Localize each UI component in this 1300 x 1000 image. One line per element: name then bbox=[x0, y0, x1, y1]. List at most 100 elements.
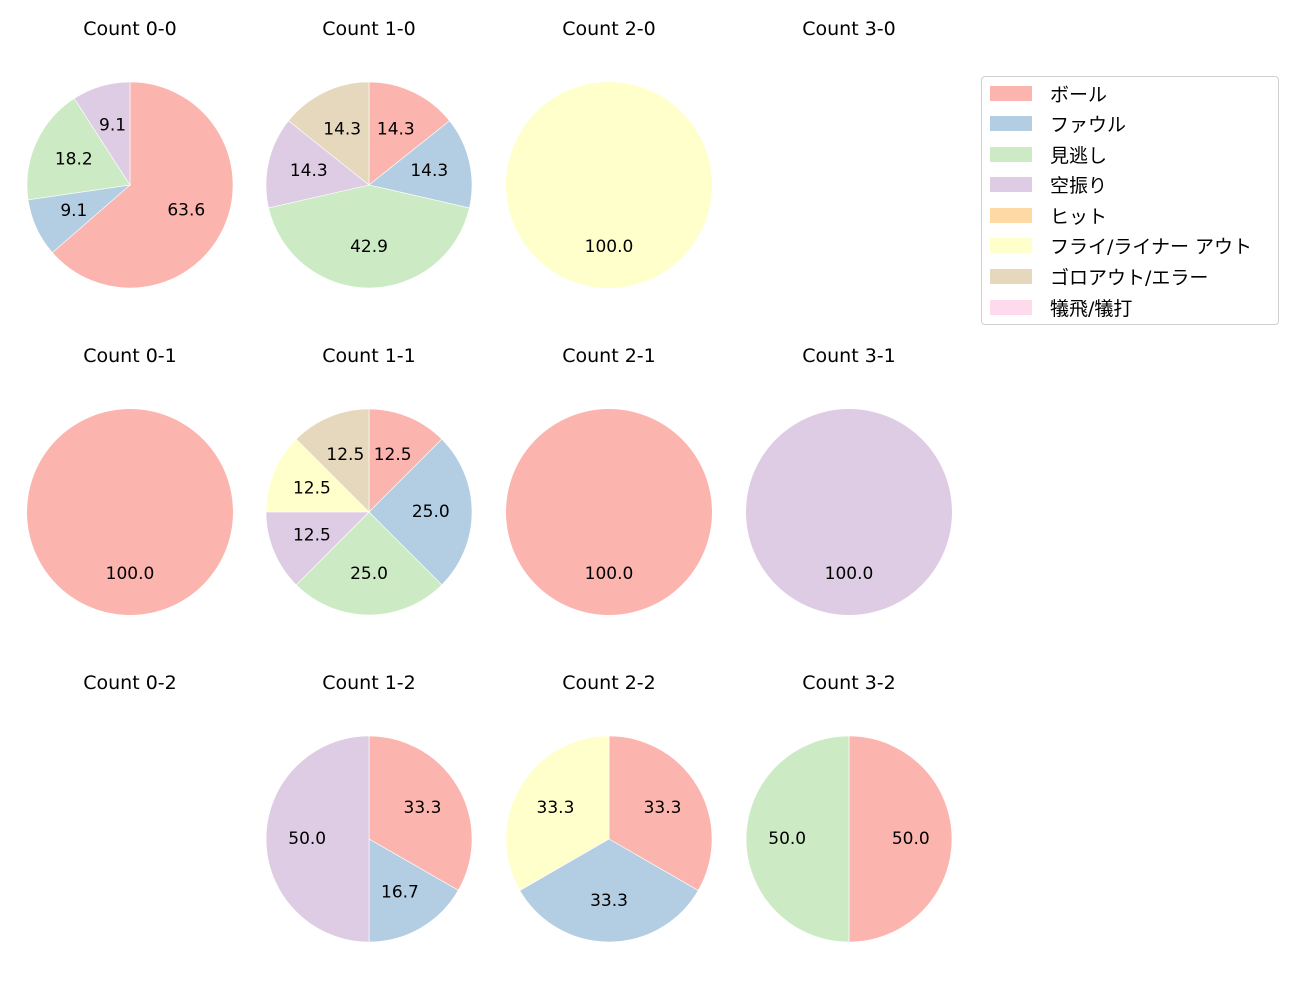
pie-chart: Count 2-1 100.0 bbox=[506, 345, 712, 615]
legend-swatch bbox=[990, 299, 1032, 315]
pie-value-label: 100.0 bbox=[825, 564, 874, 584]
pie-wedge bbox=[265, 438, 370, 513]
legend-swatch bbox=[990, 237, 1032, 253]
pie-title: Count 1-2 bbox=[322, 672, 416, 694]
pie-value-label: 50.0 bbox=[892, 829, 930, 849]
pie-value-label: 50.0 bbox=[768, 829, 806, 849]
pie-title: Count 0-0 bbox=[83, 18, 177, 40]
pie-title: Count 0-1 bbox=[83, 345, 177, 367]
pie-value-label: 63.6 bbox=[167, 201, 205, 221]
pie-wedge bbox=[368, 735, 473, 891]
pie-value-label: 50.0 bbox=[288, 829, 326, 849]
pie-wedge bbox=[51, 81, 234, 289]
pie-wedge bbox=[746, 409, 952, 615]
legend-item-called-strike: 見逃し bbox=[990, 139, 1107, 169]
legend-label: 空振り bbox=[1050, 174, 1108, 197]
pie-title: Count 0-2 bbox=[83, 672, 177, 694]
pie-value-label: 14.3 bbox=[377, 119, 415, 139]
pie-chart: Count 1-0 14.3 14.3 42.9 14.3 14.3 bbox=[265, 18, 473, 289]
pie-value-label: 100.0 bbox=[585, 237, 634, 257]
pie-value-label: 100.0 bbox=[585, 564, 634, 584]
pie-chart: Count 0-1 100.0 bbox=[27, 345, 233, 615]
pie-value-label: 12.5 bbox=[293, 478, 331, 498]
pie-wedge bbox=[368, 81, 450, 186]
pie-value-label: 33.3 bbox=[537, 798, 575, 818]
pie-chart: Count 1-2 33.3 16.7 50.0 bbox=[265, 672, 473, 943]
pie-value-label: 9.1 bbox=[60, 201, 87, 221]
pie-title: Count 3-1 bbox=[802, 345, 896, 367]
legend-swatch bbox=[990, 176, 1032, 192]
pie-chart: Count 2-0 100.0 bbox=[506, 18, 712, 288]
pie-wedge bbox=[368, 408, 443, 513]
legend-item-ball: ボール bbox=[990, 78, 1107, 108]
legend-label: ファウル bbox=[1050, 113, 1127, 136]
legend-label: ボール bbox=[1050, 83, 1108, 106]
legend-swatch bbox=[990, 85, 1032, 101]
pie-wedge bbox=[73, 81, 131, 187]
pie-wedge bbox=[745, 735, 850, 943]
pie-value-label: 25.0 bbox=[350, 564, 388, 584]
legend-swatch bbox=[990, 268, 1032, 284]
legend-label: 見逃し bbox=[1050, 144, 1108, 167]
pie-title: Count 2-0 bbox=[562, 18, 656, 40]
pie-wedge bbox=[848, 735, 953, 943]
pie-value-label: 42.9 bbox=[350, 237, 388, 257]
pie-wedge bbox=[608, 735, 713, 891]
legend-swatch bbox=[990, 146, 1032, 162]
pie-wedge bbox=[265, 120, 370, 209]
pie-title: Count 3-0 bbox=[802, 18, 896, 40]
pie-chart: Count 2-2 33.3 33.3 33.3 bbox=[505, 672, 713, 943]
legend-swatch bbox=[990, 115, 1032, 131]
pie-value-label: 25.0 bbox=[412, 502, 450, 522]
pie-value-label: 12.5 bbox=[374, 445, 412, 465]
pie-wedge bbox=[265, 735, 370, 943]
pie-value-label: 33.3 bbox=[644, 798, 682, 818]
legend-item-fly-liner-out: フライ/ライナー アウト bbox=[990, 230, 1252, 260]
pie-value-label: 12.5 bbox=[293, 526, 331, 546]
pie-title: Count 2-2 bbox=[562, 672, 656, 694]
pie-title: Count 1-0 bbox=[322, 18, 416, 40]
pie-value-label: 33.3 bbox=[404, 798, 442, 818]
pie-chart: Count 3-2 50.0 50.0 bbox=[745, 672, 953, 943]
legend: ボール ファウル 見逃し 空振り ヒット フライ/ライナー アウト ゴロアウト/… bbox=[981, 76, 1279, 325]
legend-item-groundout-error: ゴロアウト/エラー bbox=[990, 261, 1208, 291]
pie-wedge bbox=[27, 409, 233, 615]
pie-wedge bbox=[506, 409, 712, 615]
pie-value-label: 16.7 bbox=[381, 882, 419, 902]
legend-swatch bbox=[990, 207, 1032, 223]
pie-value-label: 18.2 bbox=[55, 149, 93, 169]
pie-wedge bbox=[295, 511, 443, 616]
pie-chart: Count 3-0 bbox=[802, 18, 896, 40]
legend-label: ヒット bbox=[1050, 205, 1108, 228]
pie-value-label: 14.3 bbox=[410, 161, 448, 181]
legend-label: フライ/ライナー アウト bbox=[1050, 235, 1253, 258]
legend-label: ゴロアウト/エラー bbox=[1050, 266, 1209, 289]
legend-item-foul: ファウル bbox=[990, 108, 1126, 138]
pie-wedge bbox=[506, 82, 712, 288]
pie-chart: Count 0-2 bbox=[83, 672, 177, 694]
pie-value-label: 14.3 bbox=[290, 161, 328, 181]
pie-value-label: 9.1 bbox=[99, 116, 126, 136]
pie-wedge bbox=[295, 408, 370, 513]
pie-value-label: 100.0 bbox=[106, 564, 155, 584]
pie-wedge bbox=[288, 81, 370, 186]
legend-item-hit: ヒット bbox=[990, 200, 1107, 230]
legend-label: 犠飛/犠打 bbox=[1050, 297, 1133, 320]
legend-item-swinging-strike: 空振り bbox=[990, 169, 1107, 199]
pie-wedge bbox=[26, 97, 131, 201]
pie-chart: Count 0-0 63.6 9.1 18.2 9.1 bbox=[26, 18, 234, 289]
pie-value-label: 14.3 bbox=[323, 119, 361, 139]
pie-title: Count 3-2 bbox=[802, 672, 896, 694]
legend-item-sacrifice: 犠飛/犠打 bbox=[990, 292, 1132, 322]
pie-wedge bbox=[268, 184, 470, 289]
pie-value-label: 33.3 bbox=[590, 891, 628, 911]
pie-wedge bbox=[368, 438, 473, 586]
pie-wedge bbox=[265, 511, 370, 586]
pie-title: Count 2-1 bbox=[562, 345, 656, 367]
pie-wedge bbox=[368, 120, 473, 209]
pie-chart: Count 3-1 100.0 bbox=[746, 345, 952, 615]
pie-value-label: 12.5 bbox=[326, 445, 364, 465]
pie-wedge bbox=[505, 735, 610, 891]
pie-title: Count 1-1 bbox=[322, 345, 416, 367]
